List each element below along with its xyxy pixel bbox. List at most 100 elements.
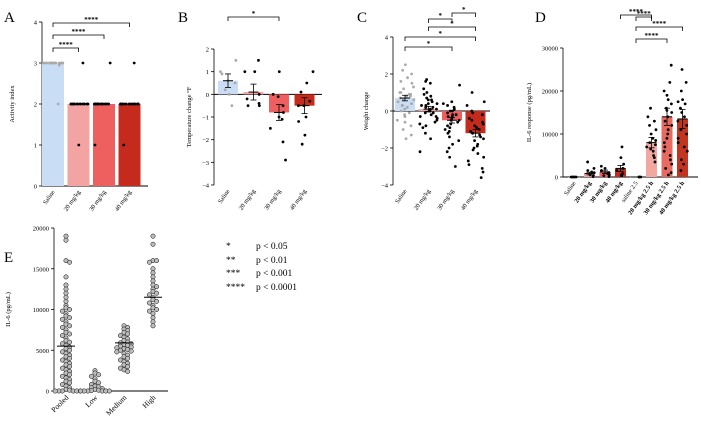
data-point bbox=[466, 159, 470, 163]
data-point bbox=[93, 143, 97, 147]
data-point bbox=[654, 128, 658, 132]
data-point bbox=[284, 158, 287, 162]
data-point bbox=[676, 119, 680, 123]
data-point bbox=[78, 388, 84, 394]
data-point bbox=[443, 128, 447, 131]
y-tick-label: 10000 bbox=[33, 307, 49, 314]
data-point bbox=[233, 81, 237, 85]
x-tick-label: High bbox=[140, 393, 157, 410]
data-point bbox=[253, 70, 257, 74]
x-tick-label: 20 mg/kg bbox=[63, 188, 83, 212]
data-point bbox=[465, 104, 469, 107]
data-point bbox=[441, 102, 445, 105]
data-point bbox=[104, 102, 108, 106]
bar bbox=[661, 116, 673, 177]
data-point bbox=[257, 92, 261, 96]
legend-text: p < 0.01 bbox=[256, 255, 288, 266]
data-point bbox=[409, 133, 413, 137]
data-point bbox=[679, 158, 683, 162]
panel-d: D 0 10000 20000 30000 IL-6 response (pg/mL) Sa… bbox=[526, 8, 698, 216]
bar bbox=[465, 111, 486, 134]
data-point bbox=[85, 102, 89, 106]
data-point bbox=[281, 140, 285, 144]
data-point bbox=[607, 175, 611, 178]
y-axis-label: IL-6 (pg/mL) bbox=[5, 292, 12, 327]
significance-label: * bbox=[252, 10, 256, 18]
data-point bbox=[434, 115, 438, 118]
data-point bbox=[67, 323, 73, 329]
legend-row: *** p < 0.001 bbox=[226, 268, 297, 282]
y-tick-label: 0 bbox=[46, 389, 49, 396]
data-point bbox=[130, 102, 134, 106]
data-point bbox=[67, 307, 73, 312]
data-point bbox=[480, 113, 484, 117]
data-point bbox=[448, 155, 452, 159]
data-point bbox=[622, 162, 626, 166]
data-point bbox=[63, 290, 69, 296]
data-point bbox=[669, 102, 673, 106]
bar bbox=[118, 104, 141, 186]
data-point bbox=[101, 102, 105, 106]
data-point bbox=[308, 99, 312, 103]
data-point bbox=[403, 107, 407, 111]
data-point bbox=[80, 102, 84, 106]
data-point bbox=[50, 61, 54, 65]
data-point bbox=[668, 81, 672, 84]
data-point bbox=[401, 128, 405, 131]
data-point bbox=[649, 132, 653, 136]
data-point bbox=[458, 83, 461, 87]
data-point bbox=[669, 171, 673, 175]
significance-label: **** bbox=[72, 28, 87, 36]
data-point bbox=[79, 102, 82, 106]
data-point bbox=[435, 107, 438, 111]
y-tick-label: 10000 bbox=[542, 132, 558, 139]
data-point bbox=[431, 111, 435, 115]
data-point bbox=[150, 233, 156, 239]
panel-c: C −4 −2 0 2 4 Weight change Saline 20 mg/kg 30 mg… bbox=[357, 6, 490, 212]
data-point bbox=[467, 117, 471, 120]
data-point bbox=[63, 286, 69, 292]
data-point bbox=[146, 300, 152, 306]
data-point bbox=[653, 160, 657, 164]
significance-bracket bbox=[620, 14, 652, 19]
data-point bbox=[480, 166, 484, 170]
data-point bbox=[299, 90, 303, 94]
x-tick-label: Medium bbox=[104, 393, 128, 417]
data-point bbox=[619, 156, 623, 160]
legend-symbol: *** bbox=[226, 269, 241, 280]
data-point bbox=[396, 100, 400, 104]
data-point bbox=[470, 91, 474, 94]
data-point bbox=[652, 119, 656, 123]
data-point bbox=[666, 132, 670, 136]
data-point bbox=[457, 139, 461, 143]
data-point bbox=[668, 154, 672, 157]
y-tick-label: 1 bbox=[34, 143, 37, 150]
data-point bbox=[475, 144, 479, 148]
data-point bbox=[121, 102, 125, 106]
data-point bbox=[669, 63, 673, 67]
data-point bbox=[67, 331, 73, 337]
data-point bbox=[646, 115, 650, 119]
y-tick-label: 0 bbox=[555, 175, 558, 182]
data-point bbox=[425, 96, 429, 100]
data-point bbox=[422, 92, 426, 96]
y-tick-label: 0 bbox=[385, 109, 388, 116]
data-point bbox=[591, 175, 595, 178]
data-point bbox=[230, 104, 234, 108]
data-point bbox=[421, 126, 425, 130]
bar bbox=[395, 98, 415, 111]
data-point bbox=[125, 102, 128, 106]
significance-label: * bbox=[439, 12, 443, 20]
y-axis-label: Activity index bbox=[9, 85, 16, 123]
data-point bbox=[662, 141, 666, 145]
data-point bbox=[452, 107, 456, 111]
data-point bbox=[219, 70, 222, 74]
data-point bbox=[154, 298, 160, 304]
data-point bbox=[682, 162, 686, 166]
data-point bbox=[685, 124, 689, 127]
data-point bbox=[257, 104, 261, 108]
data-point bbox=[77, 143, 81, 147]
data-point bbox=[679, 169, 683, 172]
data-point bbox=[481, 122, 485, 126]
data-point bbox=[676, 136, 680, 140]
